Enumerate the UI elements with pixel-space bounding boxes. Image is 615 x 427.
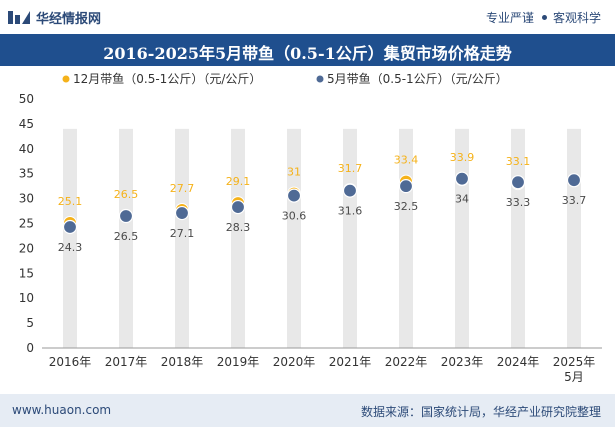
chart-title: 2016-2025年5月带鱼（0.5-1公斤）集贸市场价格走势 [103,44,512,63]
data-label-dec: 27.7 [170,182,195,195]
brand-name: 华经情报网 [36,11,102,27]
y-tick-label: 40 [19,142,34,156]
x-tick-label: 2016年 [49,355,92,369]
data-label-may: 31.6 [338,205,363,218]
background-column [175,128,189,348]
brand: 华经情报网 [8,8,102,27]
background-column [287,128,301,348]
y-tick-label: 10 [19,291,34,305]
legend-marker [316,75,324,83]
data-label-may: 33.7 [562,194,587,207]
background-column [119,128,133,348]
data-point-may [286,188,302,203]
data-point-may [62,219,78,235]
background-column [231,128,245,348]
x-tick-label: 2024年 [497,355,540,369]
title-bar: 2016-2025年5月带鱼（0.5-1公斤）集贸市场价格走势 [0,34,615,66]
data-label-may: 32.5 [394,200,419,213]
data-label-may: 34 [455,193,469,206]
x-tick-label: 2020年 [273,355,316,369]
footer: www.huaon.com 数据来源：国家统计局，华经产业研究院整理 [0,394,615,427]
data-point-may [230,199,246,215]
data-label-may: 26.5 [114,230,139,243]
footer-source: 数据来源：国家统计局，华经产业研究院整理 [360,405,601,419]
data-point-may [454,171,470,186]
y-tick-label: 50 [19,92,34,106]
x-tick-label: 2025年 5月 [553,355,596,384]
data-point-may [118,208,134,224]
data-label-may: 28.3 [226,221,251,234]
data-point-may [398,179,414,194]
y-tick-label: 30 [19,192,34,206]
data-label-dec: 33.4 [394,154,419,167]
x-tick-label: 2019年 [217,355,260,369]
background-column [343,128,357,348]
brand-logo-icon [8,11,30,24]
tagline: 专业严谨 客观科学 [486,9,601,26]
data-label-may: 30.6 [282,210,307,223]
x-tick-label: 2022年 [385,355,428,369]
data-label-dec: 33.9 [450,151,475,164]
data-label-dec: 25.1 [58,195,83,208]
data-label-dec: 26.5 [114,188,139,201]
y-tick-label: 25 [19,217,34,231]
y-tick-label: 5 [26,316,34,330]
x-tick-label: 2018年 [161,355,204,369]
data-label-may: 33.3 [506,196,531,209]
tagline-left: 专业严谨 [485,11,534,25]
y-tick-label: 0 [26,341,34,355]
data-label-dec: 31 [287,166,301,179]
data-label-may: 27.1 [170,227,195,240]
x-tick-label: 2021年 [329,355,372,369]
y-tick-label: 35 [19,167,34,181]
footer-website: www.huaon.com [12,403,112,417]
x-tick-label: 2017年 [105,355,148,369]
top-bar: 华经情报网 专业严谨 客观科学 [0,0,615,34]
tagline-right: 客观科学 [552,11,601,25]
data-point-may [510,175,526,190]
background-column [63,128,77,348]
legend-marker [62,75,70,83]
y-tick-label: 20 [19,241,34,255]
background-column [567,128,581,348]
data-point-may [342,183,358,198]
legend-label: 5月带鱼（0.5-1公斤）（元/公斤） [327,72,508,86]
data-point-may [566,173,582,188]
data-point-may [174,205,190,221]
chart-area: 0 5 10 15 20 25 30 35 40 45 50 2016年 2017年 2018年 2019年… [19,72,602,384]
x-tick-label: 2023年 [441,355,484,369]
y-tick-label: 45 [19,117,34,131]
y-tick-label: 15 [19,266,34,280]
tagline-dot-icon [541,15,547,20]
data-label-may: 24.3 [58,241,83,254]
data-label-dec: 29.1 [226,175,251,188]
legend-label: 12月带鱼（0.5-1公斤）（元/公斤） [73,72,261,86]
data-label-dec: 33.1 [506,155,531,168]
data-label-dec: 31.7 [338,162,363,175]
